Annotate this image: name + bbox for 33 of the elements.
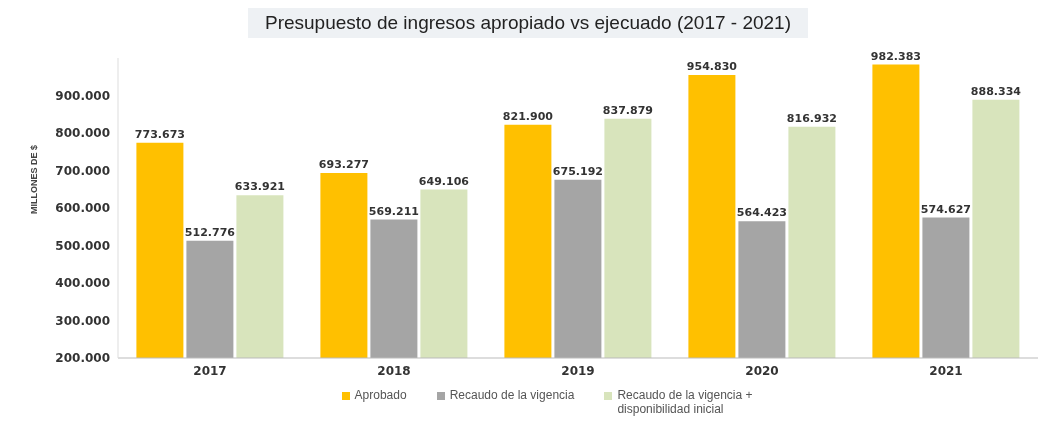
data-label: 954.830 [686,59,738,73]
data-label: 773.673 [134,127,185,141]
data-label: 816.932 [786,111,837,125]
data-label: 633.921 [234,180,285,194]
data-label: 675.192 [552,164,603,178]
data-label: 649.106 [418,174,470,188]
data-label: 569.211 [368,204,419,218]
y-tick-label: 600.000 [55,201,110,216]
chart-title: Presupuesto de ingresos apropiado vs ejecuado (2017 - 2021) [248,8,808,38]
x-tick-label: 2018 [377,363,411,378]
legend-label: Recaudo de la vigencia + disponibilidad inicial [617,388,754,416]
data-label: 982.383 [870,49,921,63]
y-tick-label: 700.000 [55,163,110,178]
y-tick-label: 500.000 [55,238,110,253]
x-tick-label: 2020 [745,363,779,378]
y-tick-label: 300.000 [55,313,110,328]
y-tick-label: 200.000 [55,351,110,366]
y-axis-title: MILLONES DE $ [29,144,39,214]
y-tick-label: 800.000 [55,126,110,141]
data-label: 821.900 [502,109,554,123]
data-label: 888.334 [970,84,1022,98]
x-tick-label: 2019 [561,363,595,378]
data-label: 574.627 [920,202,971,216]
y-tick-label: 900.000 [55,88,110,103]
x-tick-label: 2017 [193,363,227,378]
data-label: 512.776 [184,225,236,239]
data-label: 837.879 [602,103,653,117]
data-label: 693.277 [318,158,369,172]
legend-label: Recaudo de la vigencia [449,388,575,402]
data-label: 564.423 [736,206,787,220]
legend-label: Aprobado [354,388,407,402]
x-tick-label: 2021 [929,363,963,378]
y-tick-label: 400.000 [55,276,110,291]
